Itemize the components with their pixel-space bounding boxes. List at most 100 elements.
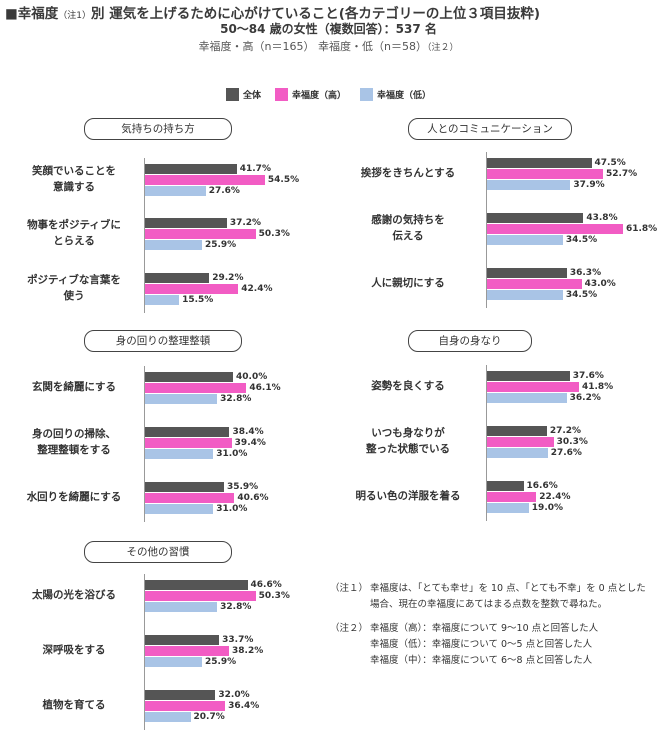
value-label-all: 33.7% <box>222 635 254 645</box>
value-label-low: 25.9% <box>204 657 237 667</box>
legend-item-low: 幸福度（低） <box>360 88 431 101</box>
legend-swatch-high <box>275 88 289 101</box>
bar-all <box>145 635 220 645</box>
value-label-high: 42.4% <box>241 284 273 294</box>
value-label-high: 36.4% <box>228 701 260 711</box>
note-2: （注２） 幸福度（高）：幸福度について 9～10 点と回答した人 幸福度（低）：… <box>330 621 650 669</box>
category-label-line: 使う <box>63 290 85 302</box>
legend-label-low: 幸福度（低） <box>377 91 432 101</box>
note-1: （注１） 幸福度は、「とても幸せ」を 10 点、「とても不幸」を 0 点とした場合… <box>330 583 646 610</box>
value-label-low: 31.0% <box>216 449 248 459</box>
bar-high <box>145 493 235 503</box>
bar-high <box>145 646 230 656</box>
note-2-line: 幸福度（高）：幸福度について 9～10 点と回答した人 <box>370 623 599 634</box>
value-label-high: 40.6% <box>237 493 269 503</box>
bar-low <box>145 712 191 722</box>
group-sizes: 幸福度・高（n＝165） 幸福度・低（n＝58）（注２） <box>198 40 459 53</box>
value-label-all: 35.9% <box>226 482 259 492</box>
value-label-high: 41.8% <box>581 382 614 392</box>
value-label-all: 40.0% <box>236 372 268 382</box>
category-label: 笑顔でいることを 意識する <box>8 163 140 195</box>
value-label-low: 32.8% <box>220 602 252 612</box>
value-label-low: 32.8% <box>220 394 252 404</box>
category-label-line: 姿勢を良くする <box>371 380 445 392</box>
bar-all <box>145 372 233 382</box>
panel-title: 気持ちの持ち方 <box>84 118 232 140</box>
bar-all <box>145 482 224 492</box>
bar-all <box>145 164 237 174</box>
category-label-line: 伝える <box>392 230 424 242</box>
legend-label-high: 幸福度（高） <box>292 91 347 101</box>
panel-title: その他の習慣 <box>84 541 232 563</box>
value-label-low: 27.6% <box>550 448 582 458</box>
bar-high <box>145 284 239 294</box>
category-label-line: 整った状態でいる <box>366 443 450 455</box>
category-label-line: 笑顔でいることを <box>32 165 116 177</box>
bar-all <box>145 218 227 228</box>
category-label-line: 明るい色の洋服を着る <box>355 490 461 502</box>
category-label-line: 身の回りの掃除、 <box>32 428 116 440</box>
value-label-high: 30.3% <box>556 437 588 447</box>
bar-low <box>145 602 218 612</box>
bar-all <box>487 371 570 381</box>
value-label-low: 36.2% <box>569 393 601 403</box>
value-label-high: 38.2% <box>232 646 264 656</box>
value-axis <box>486 152 487 308</box>
value-label-high: 52.7% <box>605 169 638 179</box>
category-label: 身の回りの掃除、 整理整頓をする <box>8 426 140 458</box>
bar-high <box>487 382 579 392</box>
legend-swatch-low <box>360 88 374 101</box>
legend-item-all: 全体 <box>226 88 261 101</box>
value-axis <box>486 365 487 521</box>
category-label: 物事をポジティブに とらえる <box>8 217 140 249</box>
chart-legend: 全体 幸福度（高） 幸福度（低） <box>226 88 431 101</box>
category-label-line: 人に親切にする <box>371 277 445 289</box>
bar-all <box>487 268 567 278</box>
bar-high <box>487 169 603 179</box>
bar-low <box>145 504 214 514</box>
category-label-line: 挨拶をきちんとする <box>360 167 456 179</box>
bar-low <box>487 503 529 513</box>
value-label-low: 34.5% <box>565 290 598 300</box>
bar-high <box>487 224 623 234</box>
note-2-line: 幸福度（低）：幸福度について 0～5 点と回答した人 <box>370 639 593 650</box>
category-label: 玄関を綺麗にする <box>8 379 140 395</box>
value-label-all: 37.2% <box>229 218 262 228</box>
bar-high <box>145 701 226 711</box>
category-label-line: 水回りを綺麗にする <box>26 491 122 503</box>
category-label-line: とらえる <box>53 235 95 247</box>
page-title: ■幸福度（注1）別 運気を上げるために心がけていること(各カテゴリーの上位３項目… <box>5 6 541 22</box>
bar-low <box>487 290 563 300</box>
bar-low <box>145 186 206 196</box>
value-label-low: 31.0% <box>216 504 248 514</box>
value-label-all: 46.6% <box>250 580 282 590</box>
value-label-all: 36.3% <box>569 268 602 278</box>
value-label-high: 22.4% <box>539 492 571 502</box>
value-label-all: 43.8% <box>586 213 618 223</box>
value-label-high: 39.4% <box>234 438 266 448</box>
panel-title: 自身の身なり <box>408 330 532 352</box>
value-label-all: 32.0% <box>218 690 250 700</box>
bar-low <box>145 240 202 250</box>
value-axis <box>144 158 145 313</box>
value-label-low: 27.6% <box>208 186 240 196</box>
category-label-line: いつも身なりが <box>371 427 445 439</box>
bar-all <box>145 580 248 590</box>
value-label-high: 54.5% <box>267 175 300 185</box>
value-label-low: 34.5% <box>565 235 598 245</box>
legend-label-all: 全体 <box>243 91 262 101</box>
bar-all <box>145 273 210 283</box>
value-label-all: 41.7% <box>239 164 271 174</box>
category-label: 挨拶をきちんとする <box>334 165 482 181</box>
value-label-low: 37.9% <box>573 180 605 190</box>
category-label: 明るい色の洋服を着る <box>334 488 482 504</box>
bar-high <box>145 229 256 239</box>
value-label-high: 43.0% <box>584 279 616 289</box>
bar-high <box>487 437 554 447</box>
category-label-line: 物事をポジティブに <box>27 219 121 231</box>
panel-title: 人とのコミュニケーション <box>408 118 572 140</box>
category-label: 感謝の気持ちを 伝える <box>334 212 482 244</box>
bar-high <box>145 383 247 393</box>
value-label-low: 15.5% <box>182 295 214 305</box>
category-label: 水回りを綺麗にする <box>8 489 140 505</box>
